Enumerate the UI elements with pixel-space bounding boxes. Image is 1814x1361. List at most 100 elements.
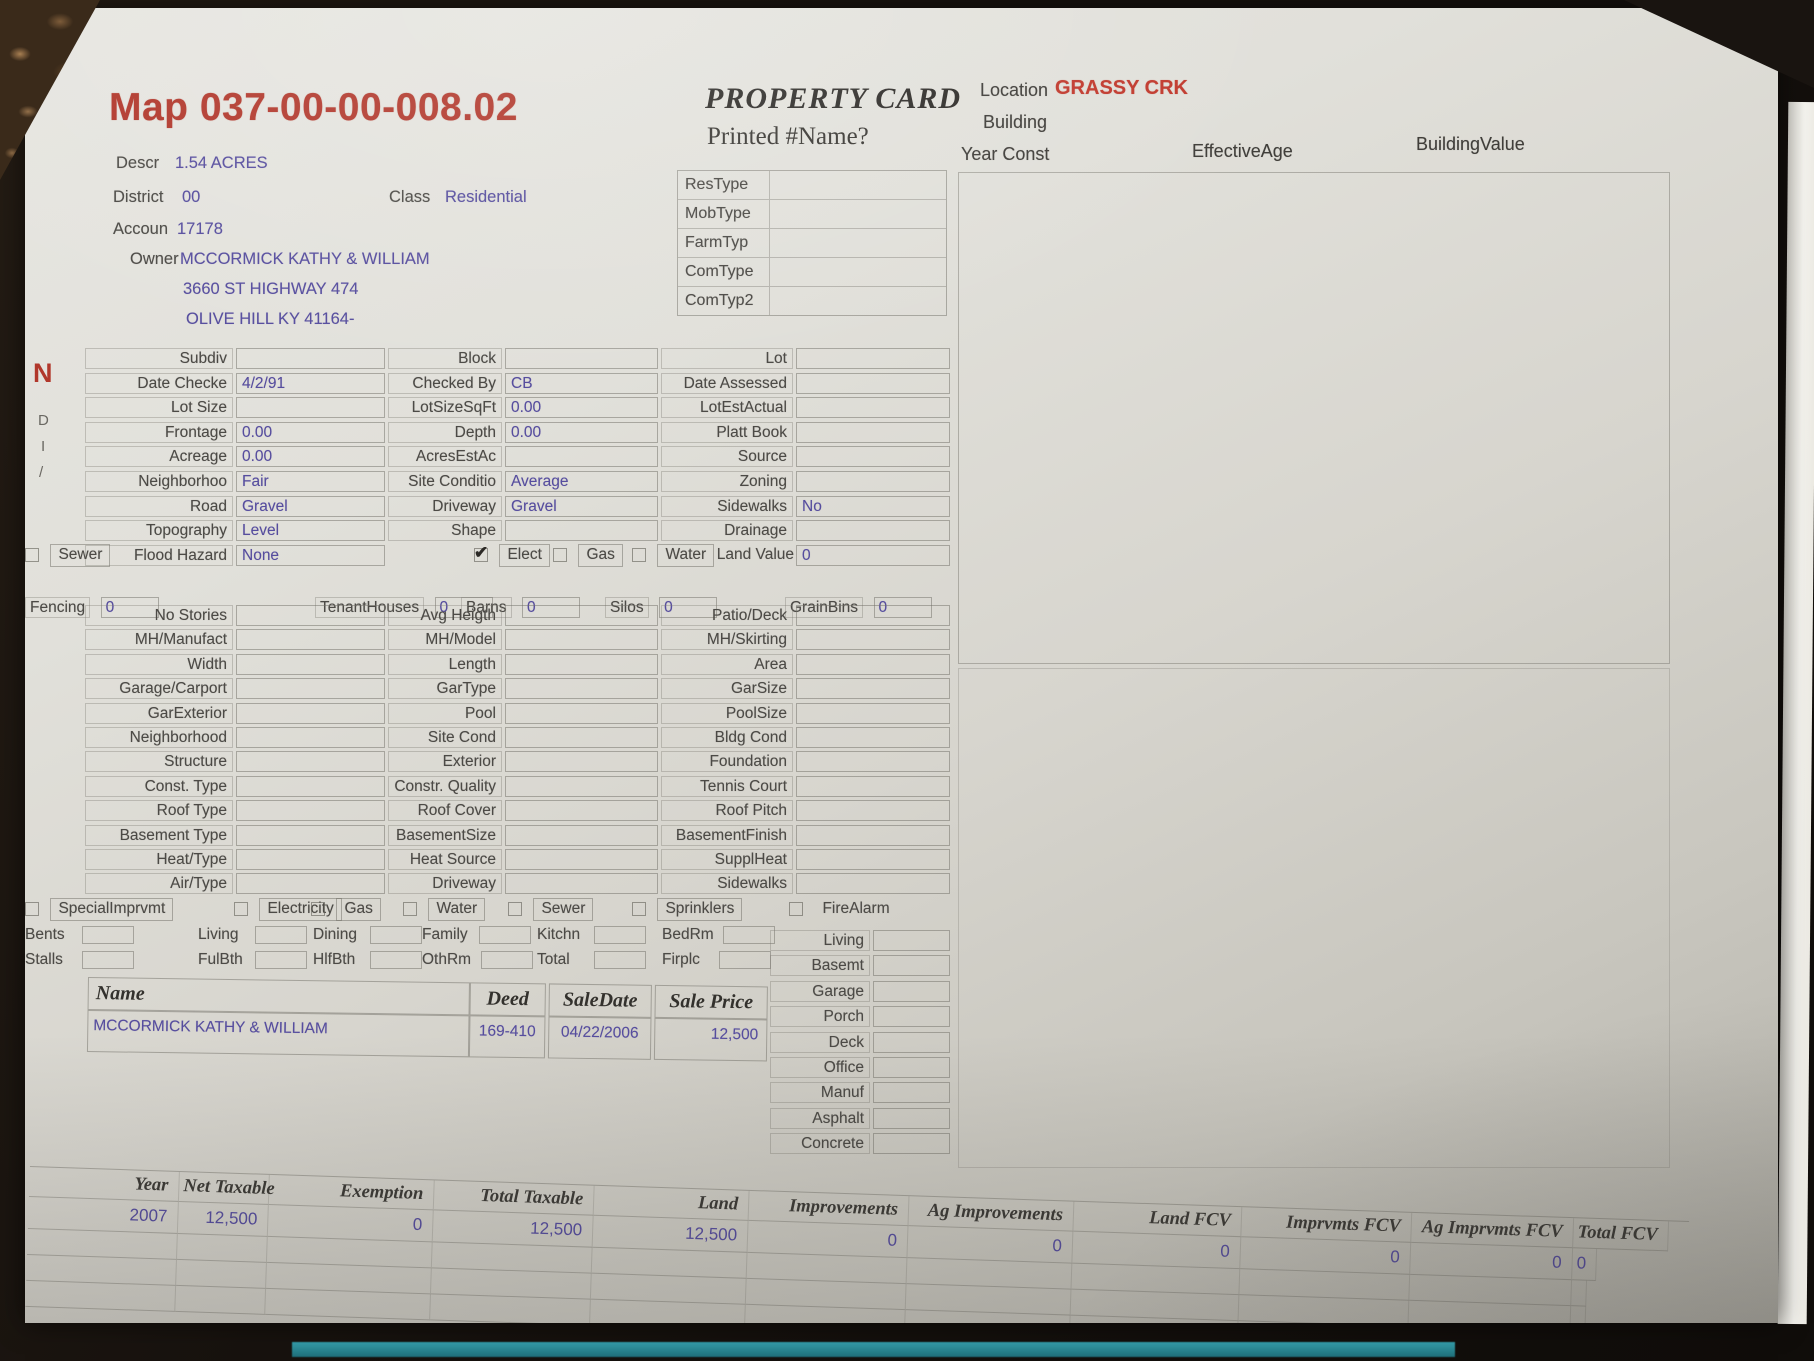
account-value: 17178 (177, 220, 223, 238)
area-value-box (873, 1082, 950, 1104)
checkbox-icon (632, 901, 646, 916)
site-value (796, 470, 950, 492)
flood-hazard-label: Flood Hazard (85, 545, 233, 566)
building-value-label: BuildingValue (1416, 134, 1525, 154)
room-value-box (82, 951, 135, 969)
room-label: BedRm (662, 926, 714, 943)
area-value-box (873, 930, 950, 951)
tax-empty-cell (1238, 1295, 1410, 1323)
site-label: Frontage (85, 421, 233, 443)
area-label: Asphalt (770, 1107, 870, 1129)
site-row: Date Checke 4/2/91 Checked By CB Date As… (25, 372, 955, 397)
building-label-cell: Pool (388, 702, 502, 724)
area-label: Manuf (770, 1082, 870, 1104)
building-label-cell: Driveway (388, 873, 502, 895)
building-label-cell: Roof Type (85, 800, 233, 822)
building-value-cell (505, 824, 658, 846)
site-label: Acreage (85, 446, 233, 468)
building-row: Garage/Carport GarType GarSize (25, 677, 955, 701)
farm-item: Fencing 0 (25, 596, 159, 618)
farm-value: 0 (659, 596, 718, 618)
type-row: FarmTyp (678, 229, 946, 258)
map-number-title: Map 037-00-00-008.02 (109, 86, 518, 129)
type-row: ComTyp2 (678, 287, 946, 315)
site-table: Subdiv Block Lot Date Checke 4/2/91 Chec… (25, 347, 955, 544)
site-value (505, 520, 658, 542)
site-label: Drainage (661, 520, 793, 542)
building-label-cell: Foundation (661, 751, 793, 773)
tax-empty-cell (590, 1299, 746, 1323)
site-value: 0.00 (236, 421, 385, 443)
farm-label: Fencing (25, 596, 91, 618)
edge-fragment-red: N (33, 358, 53, 388)
area-row: Office (770, 1056, 955, 1082)
room-label: OthRm (422, 951, 472, 968)
site-row: Road Gravel Driveway Gravel Sidewalks No (25, 495, 955, 520)
tax-value-cell: 0 (747, 1220, 909, 1259)
checkbox-icon (632, 547, 646, 562)
building-value-cell (505, 800, 658, 822)
site-row: Topography Level Shape Drainage (25, 519, 955, 544)
utility-label: Gas (578, 544, 623, 567)
farm-label: TenantHouses (315, 596, 425, 618)
room-label: HlfBth (313, 951, 356, 968)
room-value-box (594, 926, 647, 944)
area-label: Living (770, 930, 870, 951)
edge-fragment: / (39, 464, 44, 481)
building-label-cell: Heat Source (388, 848, 502, 870)
edge-fragment: D (38, 412, 49, 429)
building-row: Structure Exterior Foundation (25, 750, 955, 774)
utility-item: Water (632, 544, 715, 567)
room-value-box (255, 926, 308, 944)
type-value (770, 200, 946, 228)
year-const-label: Year Const (961, 144, 1050, 164)
site-value: 4/2/91 (236, 372, 385, 394)
building-value-cell (796, 751, 950, 773)
effective-age-label: EffectiveAge (1192, 141, 1293, 161)
area-value-box (873, 1133, 950, 1155)
type-value (770, 287, 946, 315)
checkbox-icon: ✔ (474, 543, 488, 562)
sales-row-date: 04/22/2006 (547, 1016, 652, 1060)
tax-value-cell: 12,500 (432, 1210, 594, 1248)
room-item: Bents (25, 925, 135, 945)
farm-label: Barns (461, 596, 512, 618)
building-value-cell (236, 751, 385, 773)
building-label-cell: No Stories (85, 605, 233, 626)
site-value (796, 348, 950, 369)
site-value (505, 446, 658, 468)
building-label-cell: Area (661, 653, 793, 675)
utility-item: SpecialImprvmt (25, 898, 174, 921)
type-label: ComTyp2 (678, 287, 770, 315)
tax-header-cell: Net Taxable (178, 1171, 275, 1205)
farm-value: 0 (434, 596, 493, 618)
utilities-row: Electricity Gas Water Sewer Sprinklers F… (25, 898, 985, 922)
room-label: Total (537, 951, 570, 968)
area-value-box (873, 955, 950, 977)
area-row: Deck (770, 1031, 955, 1057)
location-value: GRASSY CRK (1055, 77, 1188, 99)
site-label: LotSizeSqFt (388, 397, 502, 419)
rooms-row-2: FulBth HlfBth OthRm Total Firplc Stalls (25, 950, 785, 974)
room-label: Family (422, 926, 468, 943)
building-value-cell (796, 800, 950, 822)
building-label-cell: Roof Pitch (661, 800, 793, 822)
teal-strip (292, 1342, 1455, 1357)
building-row: Air/Type Driveway Sidewalks (25, 872, 955, 896)
land-value-label: Land Value (716, 546, 794, 563)
checkbox-icon (234, 901, 248, 916)
building-value-cell (505, 873, 658, 895)
flood-hazard-value: None (236, 545, 385, 566)
building-label-cell: Neighborhood (85, 726, 233, 748)
building-value-cell (796, 702, 950, 724)
site-row: Acreage 0.00 AcresEstAc Source (25, 445, 955, 470)
farm-item: GrainBins 0 (785, 596, 932, 618)
checkbox-icon (508, 901, 522, 916)
building-label: Building (983, 112, 1048, 132)
tax-empty-cell (25, 1280, 177, 1312)
site-label: Source (661, 446, 793, 468)
flood-hazard-row: Flood Hazard None ✔ Elect Gas Water Sew (25, 543, 955, 569)
building-label-cell: Constr. Quality (388, 775, 502, 797)
site-value (796, 421, 950, 443)
building-label-cell: Bldg Cond (661, 726, 793, 748)
